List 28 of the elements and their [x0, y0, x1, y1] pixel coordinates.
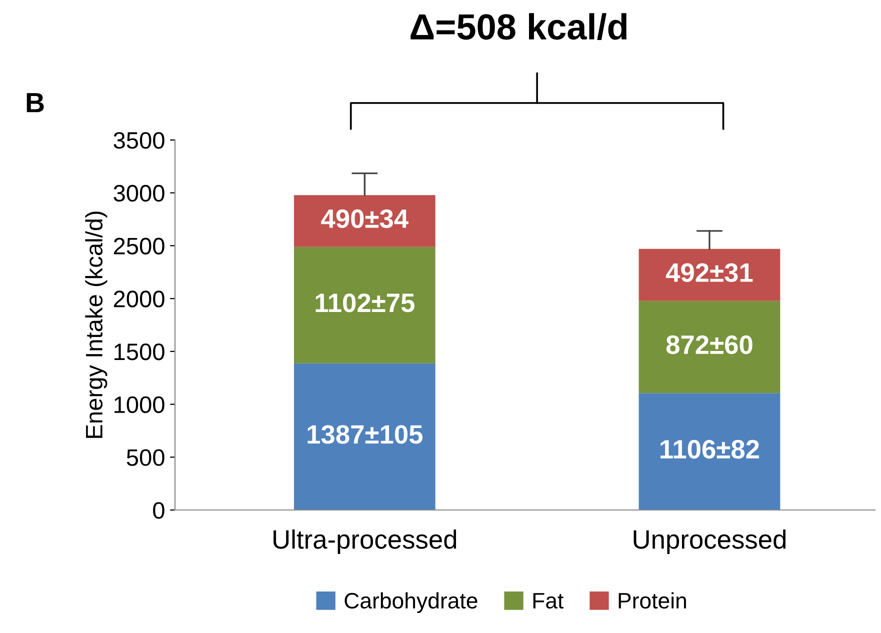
y-tick-label: 500	[126, 449, 164, 466]
y-tick-label: 2000	[114, 290, 164, 308]
bar	[294, 363, 436, 510]
y-tick-label: 2500	[114, 238, 164, 254]
bar	[294, 246, 436, 364]
text: B	[26, 93, 44, 112]
x-tick-label: Unprocessed	[634, 529, 786, 554]
bar	[294, 195, 436, 247]
bar	[638, 300, 780, 394]
y-axis-title: Energy Intake (kcal/d)	[85, 212, 108, 438]
data-label: 490±34	[321, 209, 408, 228]
legend-label: Protein	[618, 592, 686, 609]
y-tick-label: 0	[153, 502, 164, 519]
data-label: 1387±105	[308, 425, 423, 444]
data-label: 492±31	[666, 263, 753, 282]
chart-title: Δ=508 kcal/d	[410, 13, 626, 40]
legend-label: Fat	[533, 593, 564, 609]
y-tick-label: 1500	[114, 343, 164, 360]
y-tick-label: 3000	[114, 184, 164, 202]
x-tick-label: Ultra-processed	[274, 529, 456, 554]
data-label: 1102±75	[316, 294, 414, 312]
bar	[638, 248, 780, 301]
y-tick-label: 1000	[114, 396, 164, 414]
data-label: 1106±82	[660, 440, 759, 459]
legend-label: Carbohydrate	[344, 592, 478, 613]
data-label: 872±60	[666, 335, 752, 354]
bar	[638, 393, 780, 510]
y-tick-label: 3500	[114, 132, 164, 149]
